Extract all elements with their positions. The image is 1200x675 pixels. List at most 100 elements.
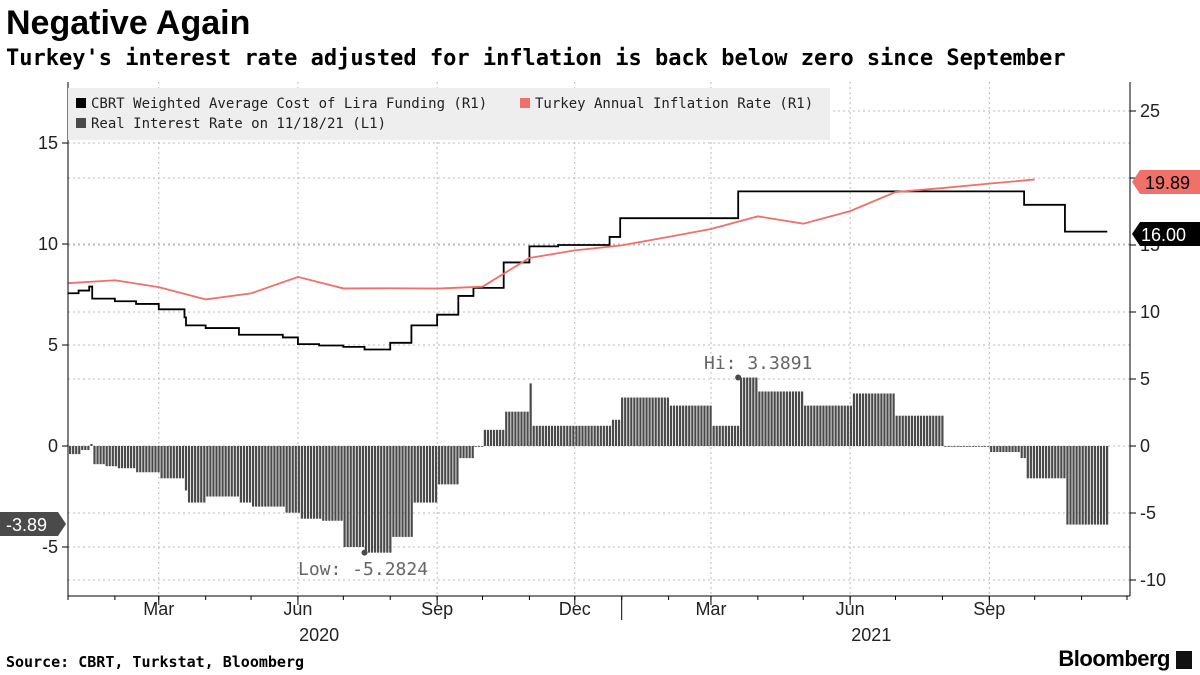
- real-rate-bar: [727, 425, 730, 446]
- real-rate-bar: [520, 411, 523, 446]
- real-rate-bar: [923, 415, 926, 446]
- real-rate-bar: [492, 429, 496, 446]
- real-rate-bar: [361, 446, 364, 547]
- real-rate-bar: [212, 446, 215, 497]
- real-rate-bar: [919, 415, 923, 446]
- real-rate-bar: [169, 446, 172, 479]
- legend: CBRT Weighted Average Cost of Lira Fundi…: [68, 88, 830, 140]
- real-rate-bar: [233, 446, 236, 497]
- source-note: Source: CBRT, Turkstat, Bloomberg: [6, 653, 305, 671]
- real-rate-bar: [72, 446, 75, 455]
- real-rate-bar: [1078, 446, 1081, 525]
- real-rate-bar: [123, 446, 127, 469]
- real-rate-bar: [547, 425, 551, 446]
- real-rate-bar: [846, 405, 849, 446]
- real-rate-bar: [813, 405, 816, 446]
- real-rate-bar: [474, 446, 477, 447]
- real-rate-bar: [557, 425, 560, 446]
- real-rate-bar: [590, 425, 593, 446]
- real-rate-bar: [828, 405, 831, 446]
- real-rate-bar: [273, 446, 276, 507]
- real-rate-bar: [184, 446, 188, 491]
- chart-title: Negative Again: [6, 4, 251, 42]
- real-rate-bar: [1038, 446, 1042, 479]
- right-tick-label: 0: [1140, 436, 1150, 456]
- real-rate-bar: [703, 405, 706, 446]
- real-rate-bar: [407, 446, 410, 537]
- real-rate-bar: [264, 446, 267, 507]
- real-rate-bar: [450, 446, 453, 485]
- real-rate-bar: [383, 446, 386, 553]
- real-rate-bar: [733, 425, 737, 446]
- real-rate-bar: [660, 397, 663, 446]
- real-rate-bar: [581, 425, 584, 446]
- real-rate-bar: [849, 405, 852, 446]
- right-tick-label: 10: [1140, 302, 1160, 322]
- real-rate-bar: [105, 446, 108, 467]
- real-rate-bar: [1032, 446, 1035, 479]
- real-rate-bar: [941, 415, 944, 446]
- real-rate-bar: [736, 425, 740, 446]
- real-rate-bar: [337, 446, 340, 521]
- real-rate-bar: [874, 393, 877, 446]
- real-rate-bar: [483, 429, 486, 446]
- x-tick-label: Dec: [559, 599, 591, 619]
- real-rate-bar: [313, 446, 316, 519]
- real-rate-bar: [575, 425, 578, 446]
- real-rate-bar: [834, 405, 837, 446]
- real-rate-bar: [84, 446, 87, 451]
- end-tag-inflation: [1132, 170, 1200, 194]
- left-tick-label: 5: [48, 335, 58, 355]
- real-rate-bar: [413, 446, 416, 503]
- real-rate-bar: [392, 446, 395, 537]
- real-rate-bar: [541, 425, 544, 446]
- x-tick-label: Jun: [836, 599, 865, 619]
- real-rate-bar: [535, 425, 538, 446]
- series-lines: [67, 178, 1108, 351]
- real-rate-bar: [807, 405, 810, 446]
- real-rate-bar: [544, 425, 547, 446]
- real-rate-bar: [980, 446, 984, 447]
- real-rate-bar: [913, 415, 917, 446]
- real-rate-bar: [1054, 446, 1057, 479]
- real-rate-bar: [901, 415, 904, 446]
- real-rate-bar: [236, 446, 239, 497]
- real-rate-bar: [666, 397, 669, 446]
- real-rate-bar: [480, 446, 483, 447]
- end-label-inflation-text: 19.89: [1145, 173, 1190, 193]
- real-rate-bar: [422, 446, 425, 503]
- real-rate-bar: [306, 446, 310, 519]
- real-rate-bar: [593, 425, 596, 446]
- real-rate-bar: [566, 425, 569, 446]
- real-rate-bar: [224, 446, 227, 497]
- real-rate-bar: [206, 446, 209, 497]
- real-rate-bar: [1063, 446, 1066, 479]
- real-rate-bar: [648, 397, 651, 446]
- real-rate-bar: [743, 377, 746, 446]
- real-rate-bar: [386, 446, 389, 553]
- real-rate-bar: [395, 446, 398, 537]
- real-rate-bar: [993, 446, 996, 453]
- real-rate-bar: [425, 446, 429, 503]
- real-rate-bar: [349, 446, 352, 547]
- funding-line: [68, 190, 1108, 351]
- real-rate-bar: [529, 383, 532, 446]
- real-rate-bar: [877, 393, 880, 446]
- real-rate-bar: [1014, 446, 1017, 453]
- real-rate-bar: [523, 411, 526, 446]
- real-rate-bar: [511, 411, 514, 446]
- real-rate-bar: [1005, 446, 1008, 453]
- real-rate-bar: [560, 425, 563, 446]
- real-rate-bar: [755, 377, 758, 446]
- real-rate-bar: [252, 446, 255, 507]
- real-rate-bar: [932, 415, 935, 446]
- real-rate-bar: [1051, 446, 1054, 479]
- real-rate-bar: [1102, 446, 1106, 525]
- real-rate-bar: [319, 446, 322, 519]
- real-rate-bar: [871, 393, 874, 446]
- real-rate-bar: [965, 446, 968, 447]
- high-marker: [735, 374, 742, 381]
- real-rate-bar: [282, 446, 285, 507]
- real-rate-bar: [682, 405, 685, 446]
- real-rate-bar: [75, 446, 78, 455]
